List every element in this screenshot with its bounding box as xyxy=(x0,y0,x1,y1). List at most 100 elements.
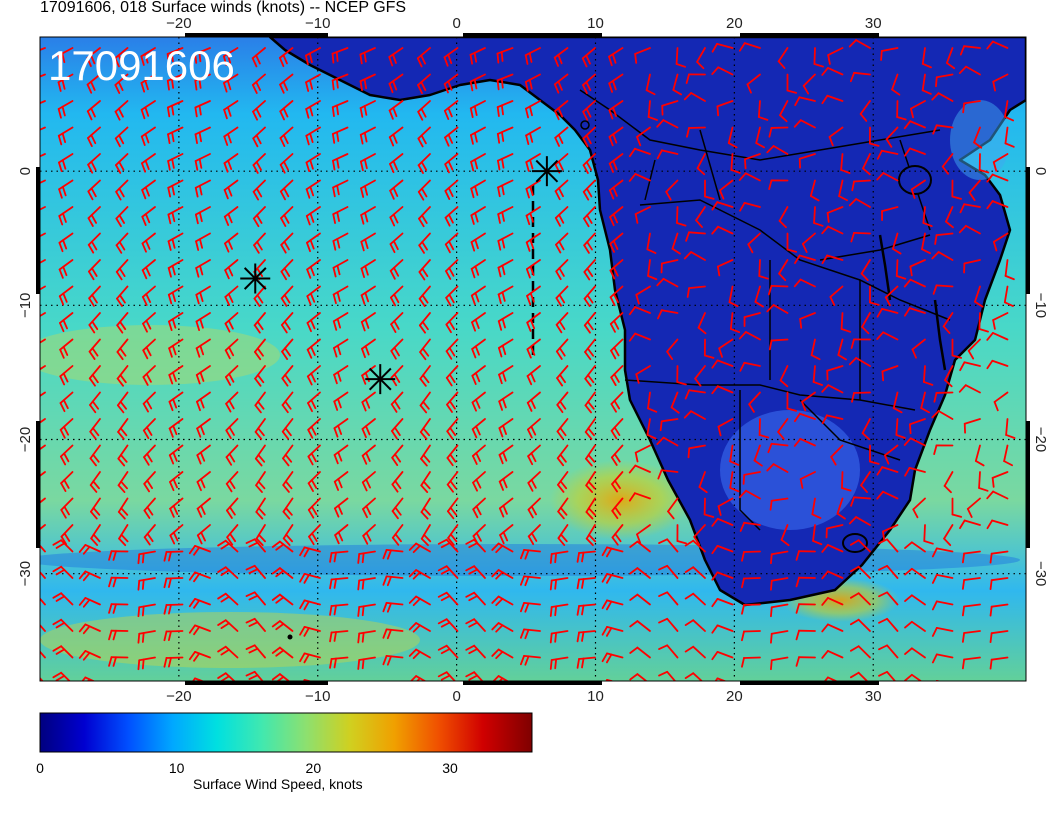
wind-barb xyxy=(683,410,706,420)
wind-barb xyxy=(576,577,596,590)
wind-barb xyxy=(307,471,321,492)
wind-barb xyxy=(332,285,349,305)
wind-barb xyxy=(445,312,459,334)
wind-barb xyxy=(770,550,789,565)
wind-barb xyxy=(419,338,431,361)
wind-barb xyxy=(656,149,679,160)
wind-barb xyxy=(555,285,569,307)
wind-barb xyxy=(557,524,569,546)
wind-barb xyxy=(961,550,981,564)
wind-barb xyxy=(305,179,321,199)
wind-barb xyxy=(194,179,211,198)
wind-barb xyxy=(527,444,541,466)
wind-barb xyxy=(40,497,46,515)
wind-barb xyxy=(78,623,101,635)
wind-barb xyxy=(658,644,679,659)
wind-barb xyxy=(58,206,74,226)
wind-barb xyxy=(443,47,459,67)
wind-barb xyxy=(420,444,431,467)
wind-barb xyxy=(307,497,321,519)
wind-barb xyxy=(878,591,899,606)
wind-barb xyxy=(447,524,459,546)
wind-barb xyxy=(58,259,74,279)
wind-barb xyxy=(60,497,74,519)
wind-barb xyxy=(225,391,239,413)
wind-barb xyxy=(549,577,569,591)
wind-barb xyxy=(271,620,294,632)
wind-barb xyxy=(684,645,706,659)
wind-barb xyxy=(166,73,184,91)
wind-barb xyxy=(711,359,734,369)
wind-barb xyxy=(417,153,431,174)
wind-barb xyxy=(519,601,541,613)
wind-barb xyxy=(491,622,514,633)
wind-barb xyxy=(986,490,1009,500)
wind-barb xyxy=(581,47,596,68)
wind-barb xyxy=(168,391,184,412)
wind-barb xyxy=(703,338,715,359)
wind-barb xyxy=(40,153,46,158)
wind-barb xyxy=(444,126,459,147)
wind-barb xyxy=(554,126,569,147)
wind-barb xyxy=(416,47,431,68)
wind-barb xyxy=(40,206,46,211)
wind-barb xyxy=(729,471,740,493)
wind-barb xyxy=(717,418,734,437)
wind-barb xyxy=(168,312,184,332)
wind-barb xyxy=(491,569,514,580)
wind-barb xyxy=(360,206,376,225)
lat-tick-label-right: −10 xyxy=(1032,293,1049,318)
wind-barb xyxy=(497,285,514,305)
wind-barb xyxy=(904,467,926,477)
wind-barb xyxy=(89,418,101,440)
wind-barb xyxy=(711,571,734,581)
wind-barb xyxy=(308,524,321,546)
wind-barb xyxy=(196,444,211,465)
lon-tick-label-top: 30 xyxy=(865,15,882,32)
wind-barb xyxy=(742,471,761,485)
wind-barb xyxy=(635,285,651,305)
wind-barb xyxy=(992,312,1009,330)
wind-barb xyxy=(634,206,651,224)
star-marker xyxy=(240,263,271,294)
wind-barb xyxy=(496,100,514,117)
wind-barb xyxy=(634,444,651,463)
wind-barb xyxy=(306,259,321,279)
wind-barb xyxy=(838,179,849,202)
wind-barb xyxy=(904,647,926,659)
wind-barb xyxy=(992,232,1009,252)
wind-barb xyxy=(382,628,404,640)
wind-barb xyxy=(40,47,46,51)
wind-barb xyxy=(628,332,651,342)
wind-barb xyxy=(142,312,156,333)
wind-barb xyxy=(330,684,347,694)
wind-barb xyxy=(904,673,923,681)
wind-barb xyxy=(141,259,156,280)
wind-barb xyxy=(786,391,798,412)
wind-barb xyxy=(629,540,651,553)
wind-barb xyxy=(271,567,294,579)
wind-barb xyxy=(850,231,871,243)
wind-barb xyxy=(417,126,431,148)
lat-tick-label-right: 0 xyxy=(1032,167,1049,175)
wind-barb xyxy=(271,646,294,659)
wind-barb xyxy=(921,73,932,95)
wind-barb xyxy=(391,418,404,440)
wind-barb xyxy=(40,570,46,579)
wind-barb xyxy=(465,565,486,579)
wind-barb xyxy=(196,391,211,412)
wind-barb xyxy=(245,644,266,659)
wind-barb xyxy=(117,497,129,520)
wind-barb xyxy=(282,497,294,520)
wind-barb xyxy=(252,206,266,228)
wind-barb xyxy=(491,648,514,660)
wind-barb xyxy=(408,569,431,580)
wind-barb xyxy=(471,391,486,412)
wind-barb xyxy=(59,312,74,333)
wind-barb xyxy=(747,232,761,254)
wind-barb xyxy=(88,259,101,281)
wind-barb xyxy=(683,92,706,102)
wind-barb xyxy=(554,179,569,201)
wind-barb xyxy=(443,100,459,120)
wind-barb xyxy=(40,544,46,553)
